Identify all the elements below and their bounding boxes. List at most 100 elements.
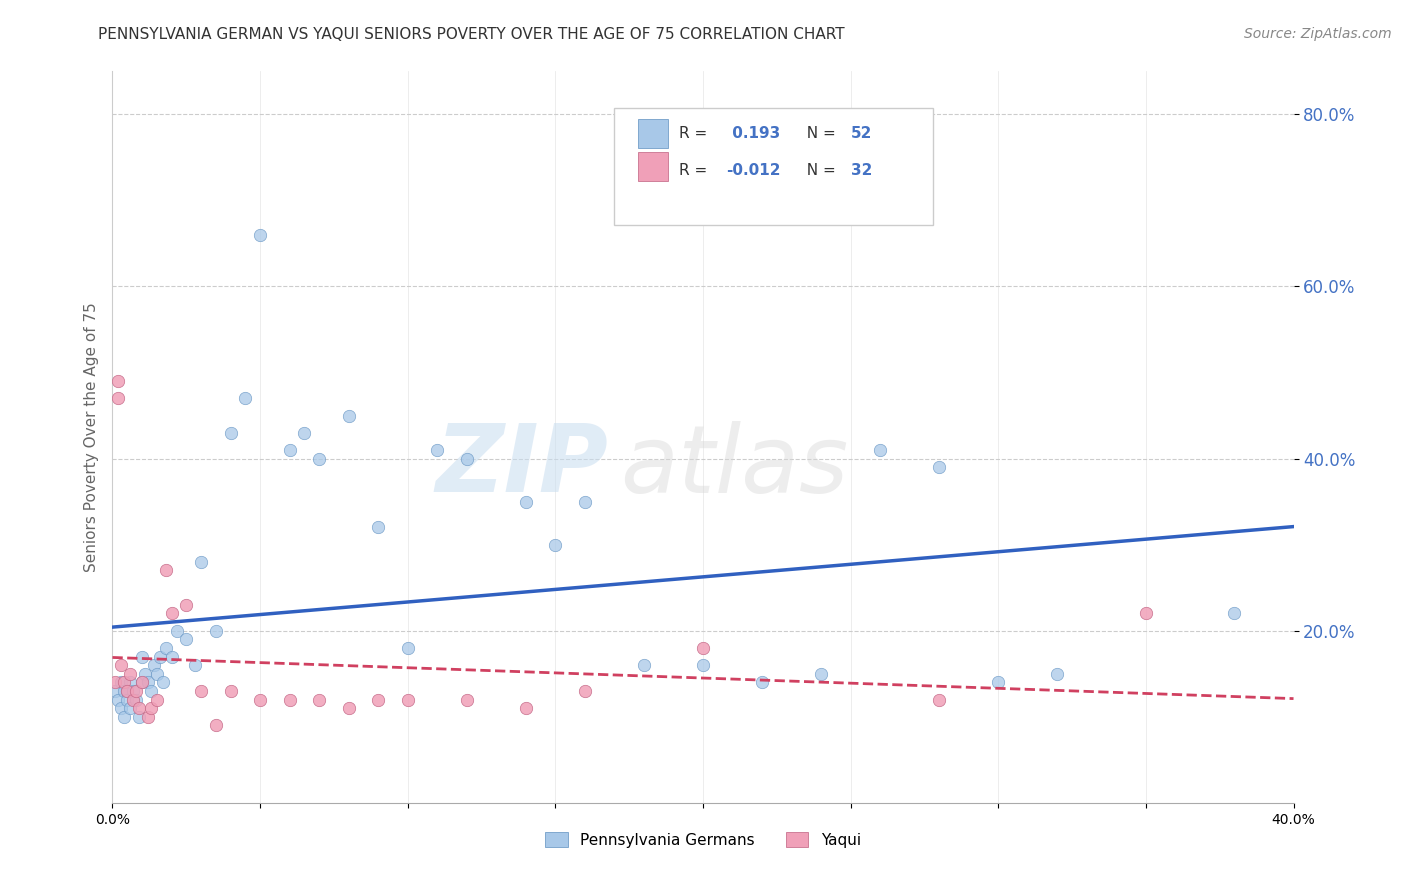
Point [120,675,142,690]
Point [160,607,183,621]
Text: ZIP: ZIP [436,420,609,512]
Point [120,666,142,681]
Point [810,666,832,681]
Text: N =: N = [797,162,841,178]
Point [337,701,360,715]
Bar [638,152,668,181]
Point [515,701,537,715]
Point [174,598,197,612]
FancyBboxPatch shape [614,108,934,225]
Point [692,658,714,673]
Point [112,684,135,698]
Point [367,692,389,706]
Point [139,701,162,715]
Point [117,684,138,698]
Point [928,692,950,706]
Point [337,409,360,423]
Point [174,632,197,647]
Point [117,692,138,706]
Point [166,624,188,638]
Point [146,666,169,681]
Point [107,374,129,388]
Point [131,675,153,690]
Point [110,675,132,690]
Point [122,692,145,706]
Point [149,649,172,664]
Text: atlas: atlas [620,421,849,512]
Point [125,684,148,698]
Point [205,624,228,638]
Point [249,692,271,706]
Point [112,675,135,690]
Point [190,684,212,698]
Point [278,692,301,706]
Point [142,658,165,673]
Point [928,460,950,475]
Text: Source: ZipAtlas.com: Source: ZipAtlas.com [1244,27,1392,41]
Text: N =: N = [797,126,841,141]
Point [869,442,891,457]
Point [110,658,132,673]
Point [155,640,177,655]
Text: -0.012: -0.012 [727,162,782,178]
Text: 0.193: 0.193 [727,126,780,141]
Point [152,675,174,690]
Legend: Pennsylvania Germans, Yaqui: Pennsylvania Germans, Yaqui [538,825,868,854]
Point [456,692,478,706]
Point [308,692,330,706]
Point [233,392,256,406]
Bar [638,119,668,148]
Point [107,692,129,706]
Point [139,684,162,698]
Point [219,684,242,698]
Point [456,451,478,466]
Text: PENNSYLVANIA GERMAN VS YAQUI SENIORS POVERTY OVER THE AGE OF 75 CORRELATION CHAR: PENNSYLVANIA GERMAN VS YAQUI SENIORS POV… [98,27,845,42]
Point [155,564,177,578]
Point [1223,607,1246,621]
Point [692,640,714,655]
Point [396,640,419,655]
Point [292,425,315,440]
Point [146,692,169,706]
Point [574,684,596,698]
Point [120,701,142,715]
Point [134,666,156,681]
Text: 32: 32 [851,162,872,178]
Point [128,710,150,724]
Y-axis label: Seniors Poverty Over the Age of 75: Seniors Poverty Over the Age of 75 [83,302,98,572]
Point [110,701,132,715]
Point [249,227,271,242]
Text: R =: R = [679,126,713,141]
Point [112,710,135,724]
Point [125,692,148,706]
Point [131,649,153,664]
Point [1135,607,1157,621]
Point [122,684,145,698]
Point [136,675,159,690]
Point [160,649,183,664]
Point [633,658,655,673]
Point [136,710,159,724]
Point [104,675,127,690]
Point [515,494,537,508]
Point [544,538,567,552]
Point [219,425,242,440]
Point [367,520,389,534]
Point [278,442,301,457]
Point [426,442,449,457]
Text: R =: R = [679,162,713,178]
Point [131,675,153,690]
Text: 52: 52 [851,126,872,141]
Point [104,684,127,698]
Point [117,684,138,698]
Point [205,718,228,732]
Point [184,658,207,673]
Point [574,494,596,508]
Point [396,692,419,706]
Point [1046,666,1069,681]
Point [128,701,150,715]
Point [751,675,773,690]
Point [987,675,1010,690]
Point [190,555,212,569]
Point [308,451,330,466]
